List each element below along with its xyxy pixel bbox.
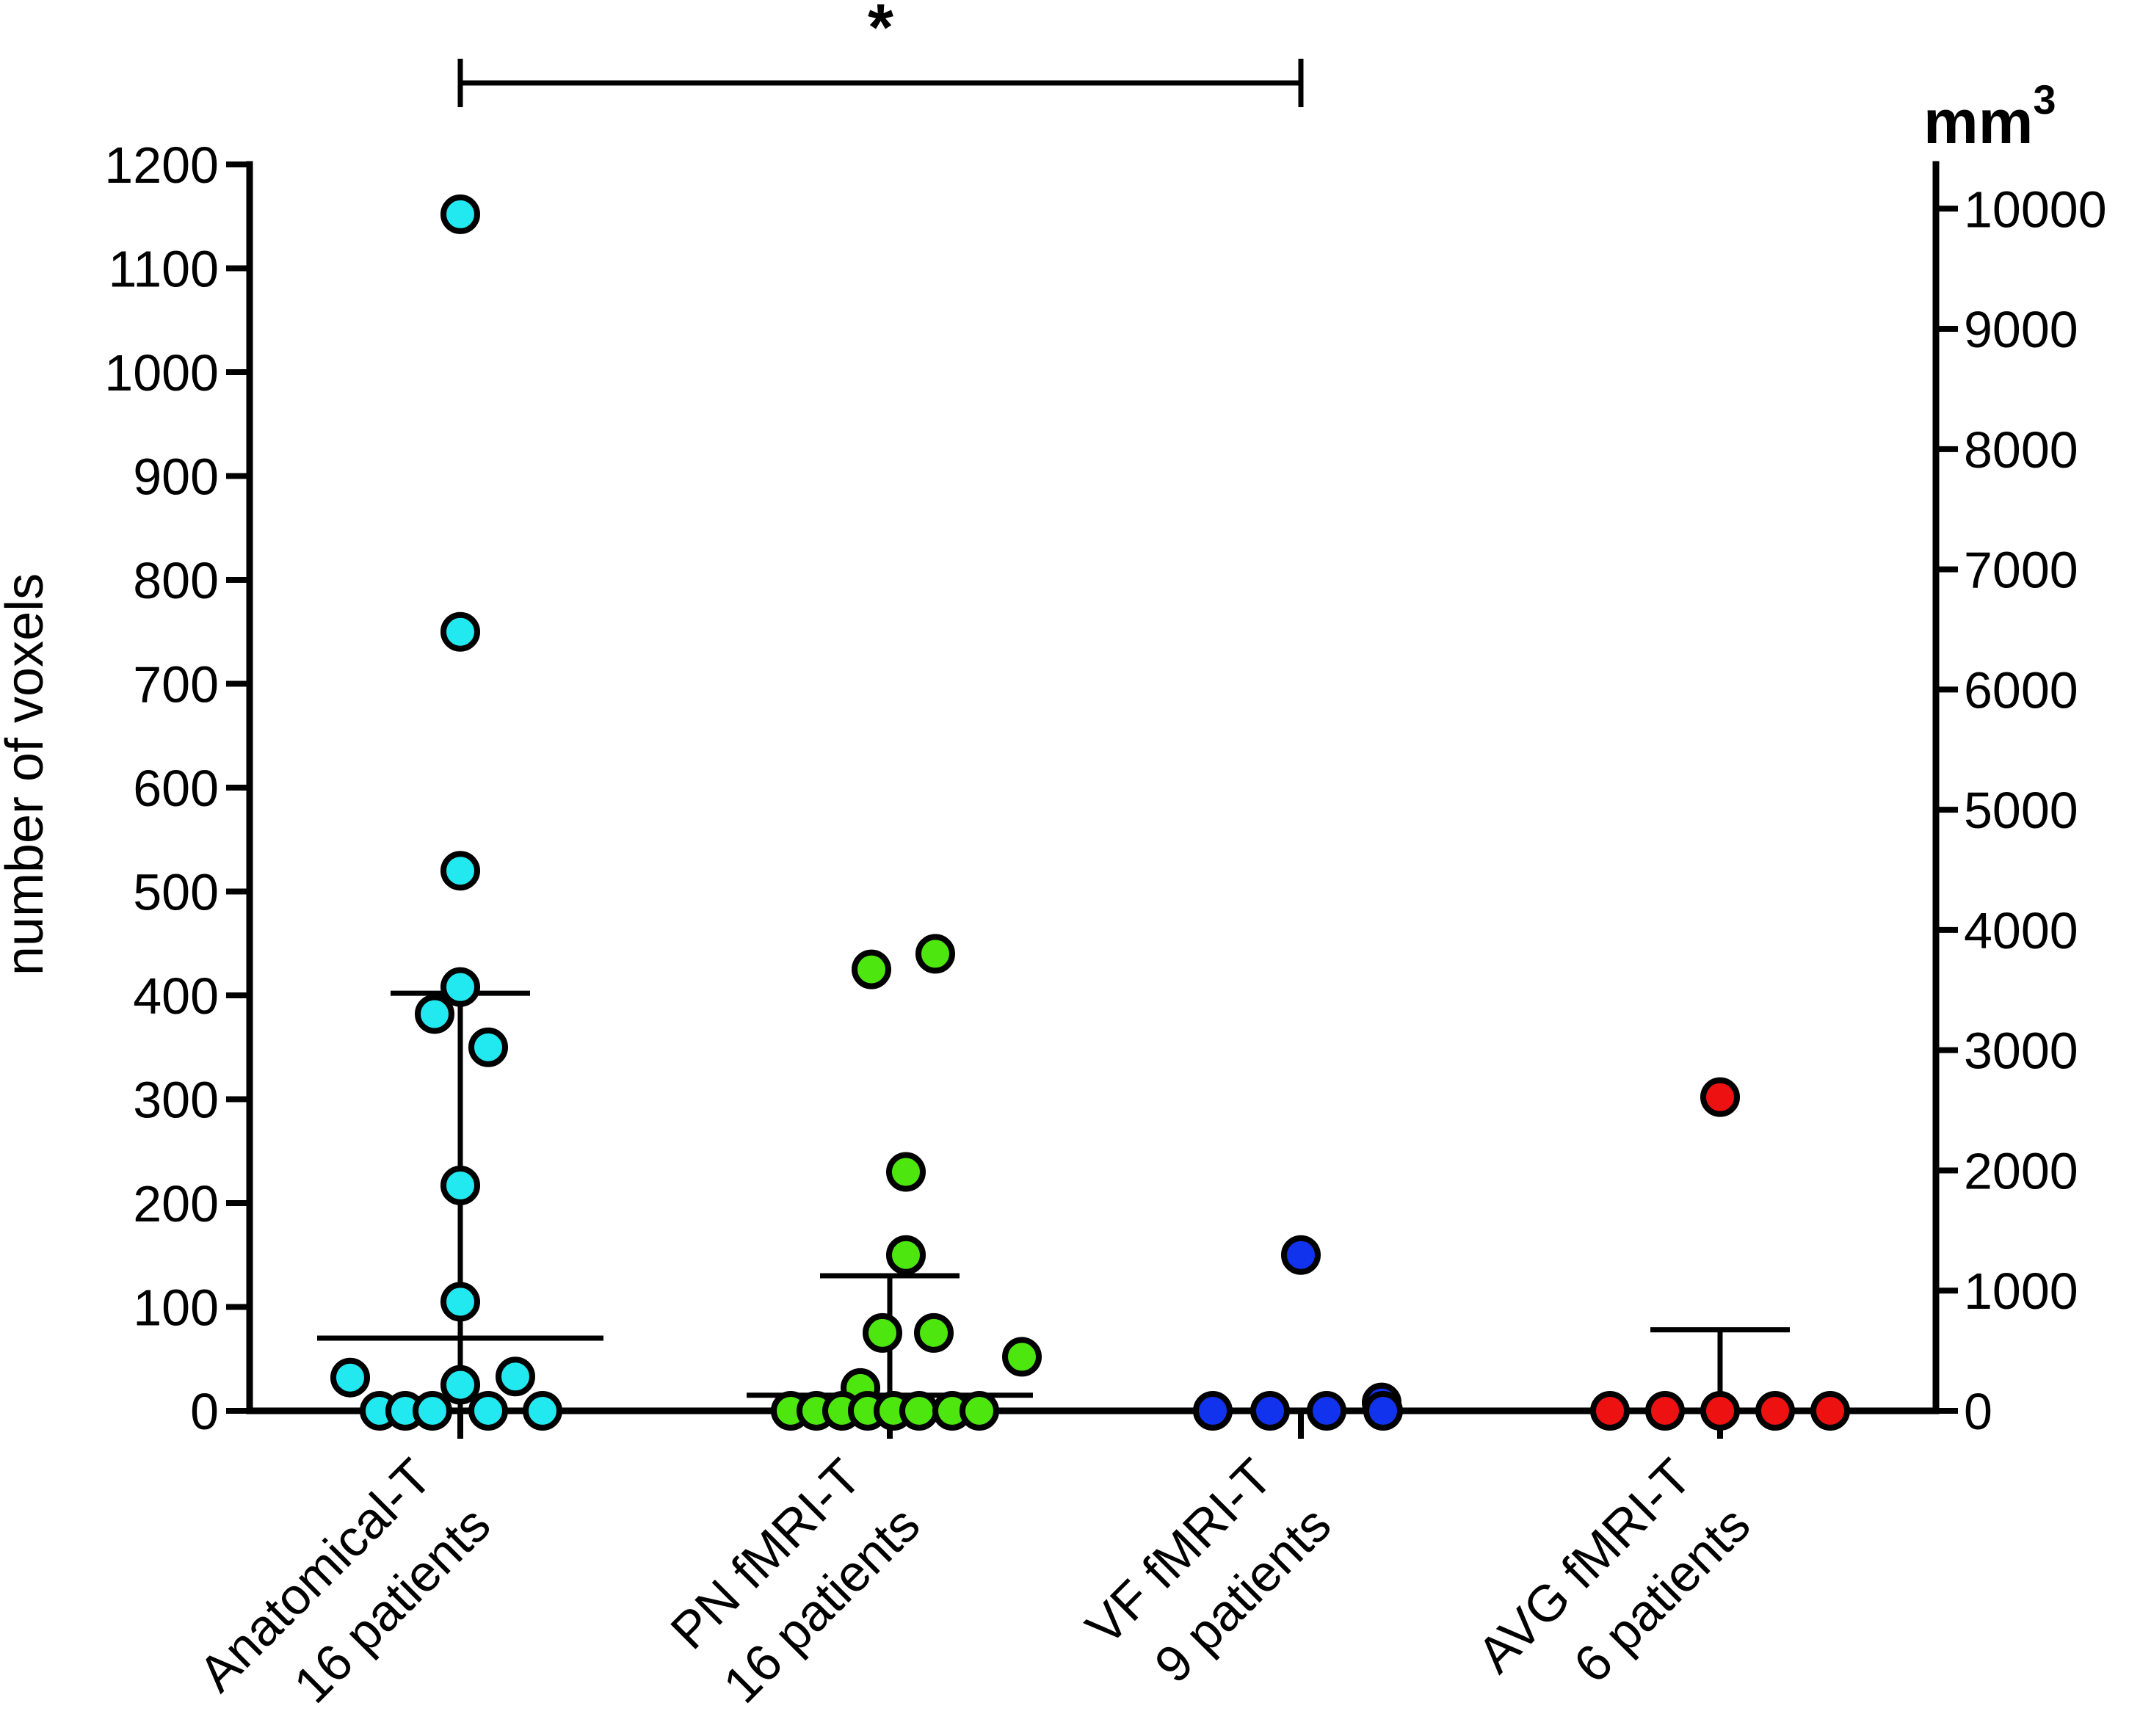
data-point [1755,1391,1795,1431]
right-y-axis: 0 1000 2000 3000 4000 5000 6000 7000 8000 9000 100… [1932,161,2107,1440]
right-axis-unit-exponent: 3 [2033,76,2056,123]
left-tick-label: 600 [133,760,219,817]
right-axis-unit: mm3 [1923,76,2056,156]
data-point [1002,1337,1042,1377]
significance-bracket: * [457,0,1304,107]
data-point [440,1165,480,1205]
right-tick-label: 5000 [1964,782,2078,839]
data-point [1250,1391,1290,1431]
data-point [1363,1391,1403,1431]
data-point [440,611,480,652]
category-labels: Anatomical-T16 patients PN fMRI-T16 patie… [188,1448,1761,1713]
data-point [886,1235,926,1275]
data-point [468,1391,508,1431]
right-tick-label: 10000 [1964,181,2107,238]
left-tick-label: 100 [133,1279,219,1337]
right-tick-label: 3000 [1964,1023,2078,1080]
data-point [413,1391,452,1431]
data-point [440,1365,480,1405]
data-point [1810,1391,1850,1431]
left-tick-label: 800 [133,552,219,609]
data-point [1700,1391,1740,1431]
left-tick-label: 500 [133,864,219,921]
data-point [863,1312,902,1353]
data-point [1590,1391,1630,1431]
left-tick-label: 1200 [104,137,219,194]
data-point [330,1357,370,1398]
data-point [1700,1077,1740,1117]
left-tick-label: 1100 [108,241,219,298]
left-tick-label: 700 [133,656,219,713]
data-point [496,1357,535,1397]
significance-star: * [868,0,893,65]
right-tick-label: 4000 [1964,902,2078,959]
data-point [523,1391,562,1431]
right-tick-label: 6000 [1964,661,2078,719]
data-point [440,967,480,1007]
data-point [440,851,480,891]
data-point [440,1282,480,1322]
right-tick-label: 2000 [1964,1142,2078,1199]
data-point [899,1391,939,1431]
data-points [330,194,1850,1431]
right-tick-label: 0 [1964,1383,1992,1440]
data-point [415,994,454,1034]
right-tick-label: 7000 [1964,542,2078,599]
data-point [915,934,955,974]
left-tick-label: 300 [133,1072,219,1129]
right-tick-label: 8000 [1964,421,2078,479]
right-tick-label: 9000 [1964,301,2078,358]
data-point [468,1027,508,1067]
data-point [960,1391,999,1431]
data-point [914,1312,954,1353]
right-tick-label: 1000 [1964,1263,2078,1320]
left-tick-label: 200 [133,1175,219,1232]
left-tick-label: 0 [190,1383,219,1440]
y-axis-title: number of voxels [0,573,54,976]
left-tick-label: 400 [133,967,219,1025]
data-point [1307,1391,1346,1431]
left-tick-label: 1000 [104,344,219,402]
data-point [1193,1391,1233,1431]
data-point [1645,1391,1685,1431]
left-tick-label: 900 [133,448,219,506]
data-point [1281,1235,1321,1275]
data-point [440,194,480,234]
left-y-axis: 0 100 200 300 400 500 600 700 800 900 1000 1100 1200 [104,137,253,1440]
data-point [852,949,891,989]
right-axis-unit-base: mm [1923,87,2033,156]
median-iqr-bars [317,990,1863,1414]
data-point [886,1152,926,1192]
